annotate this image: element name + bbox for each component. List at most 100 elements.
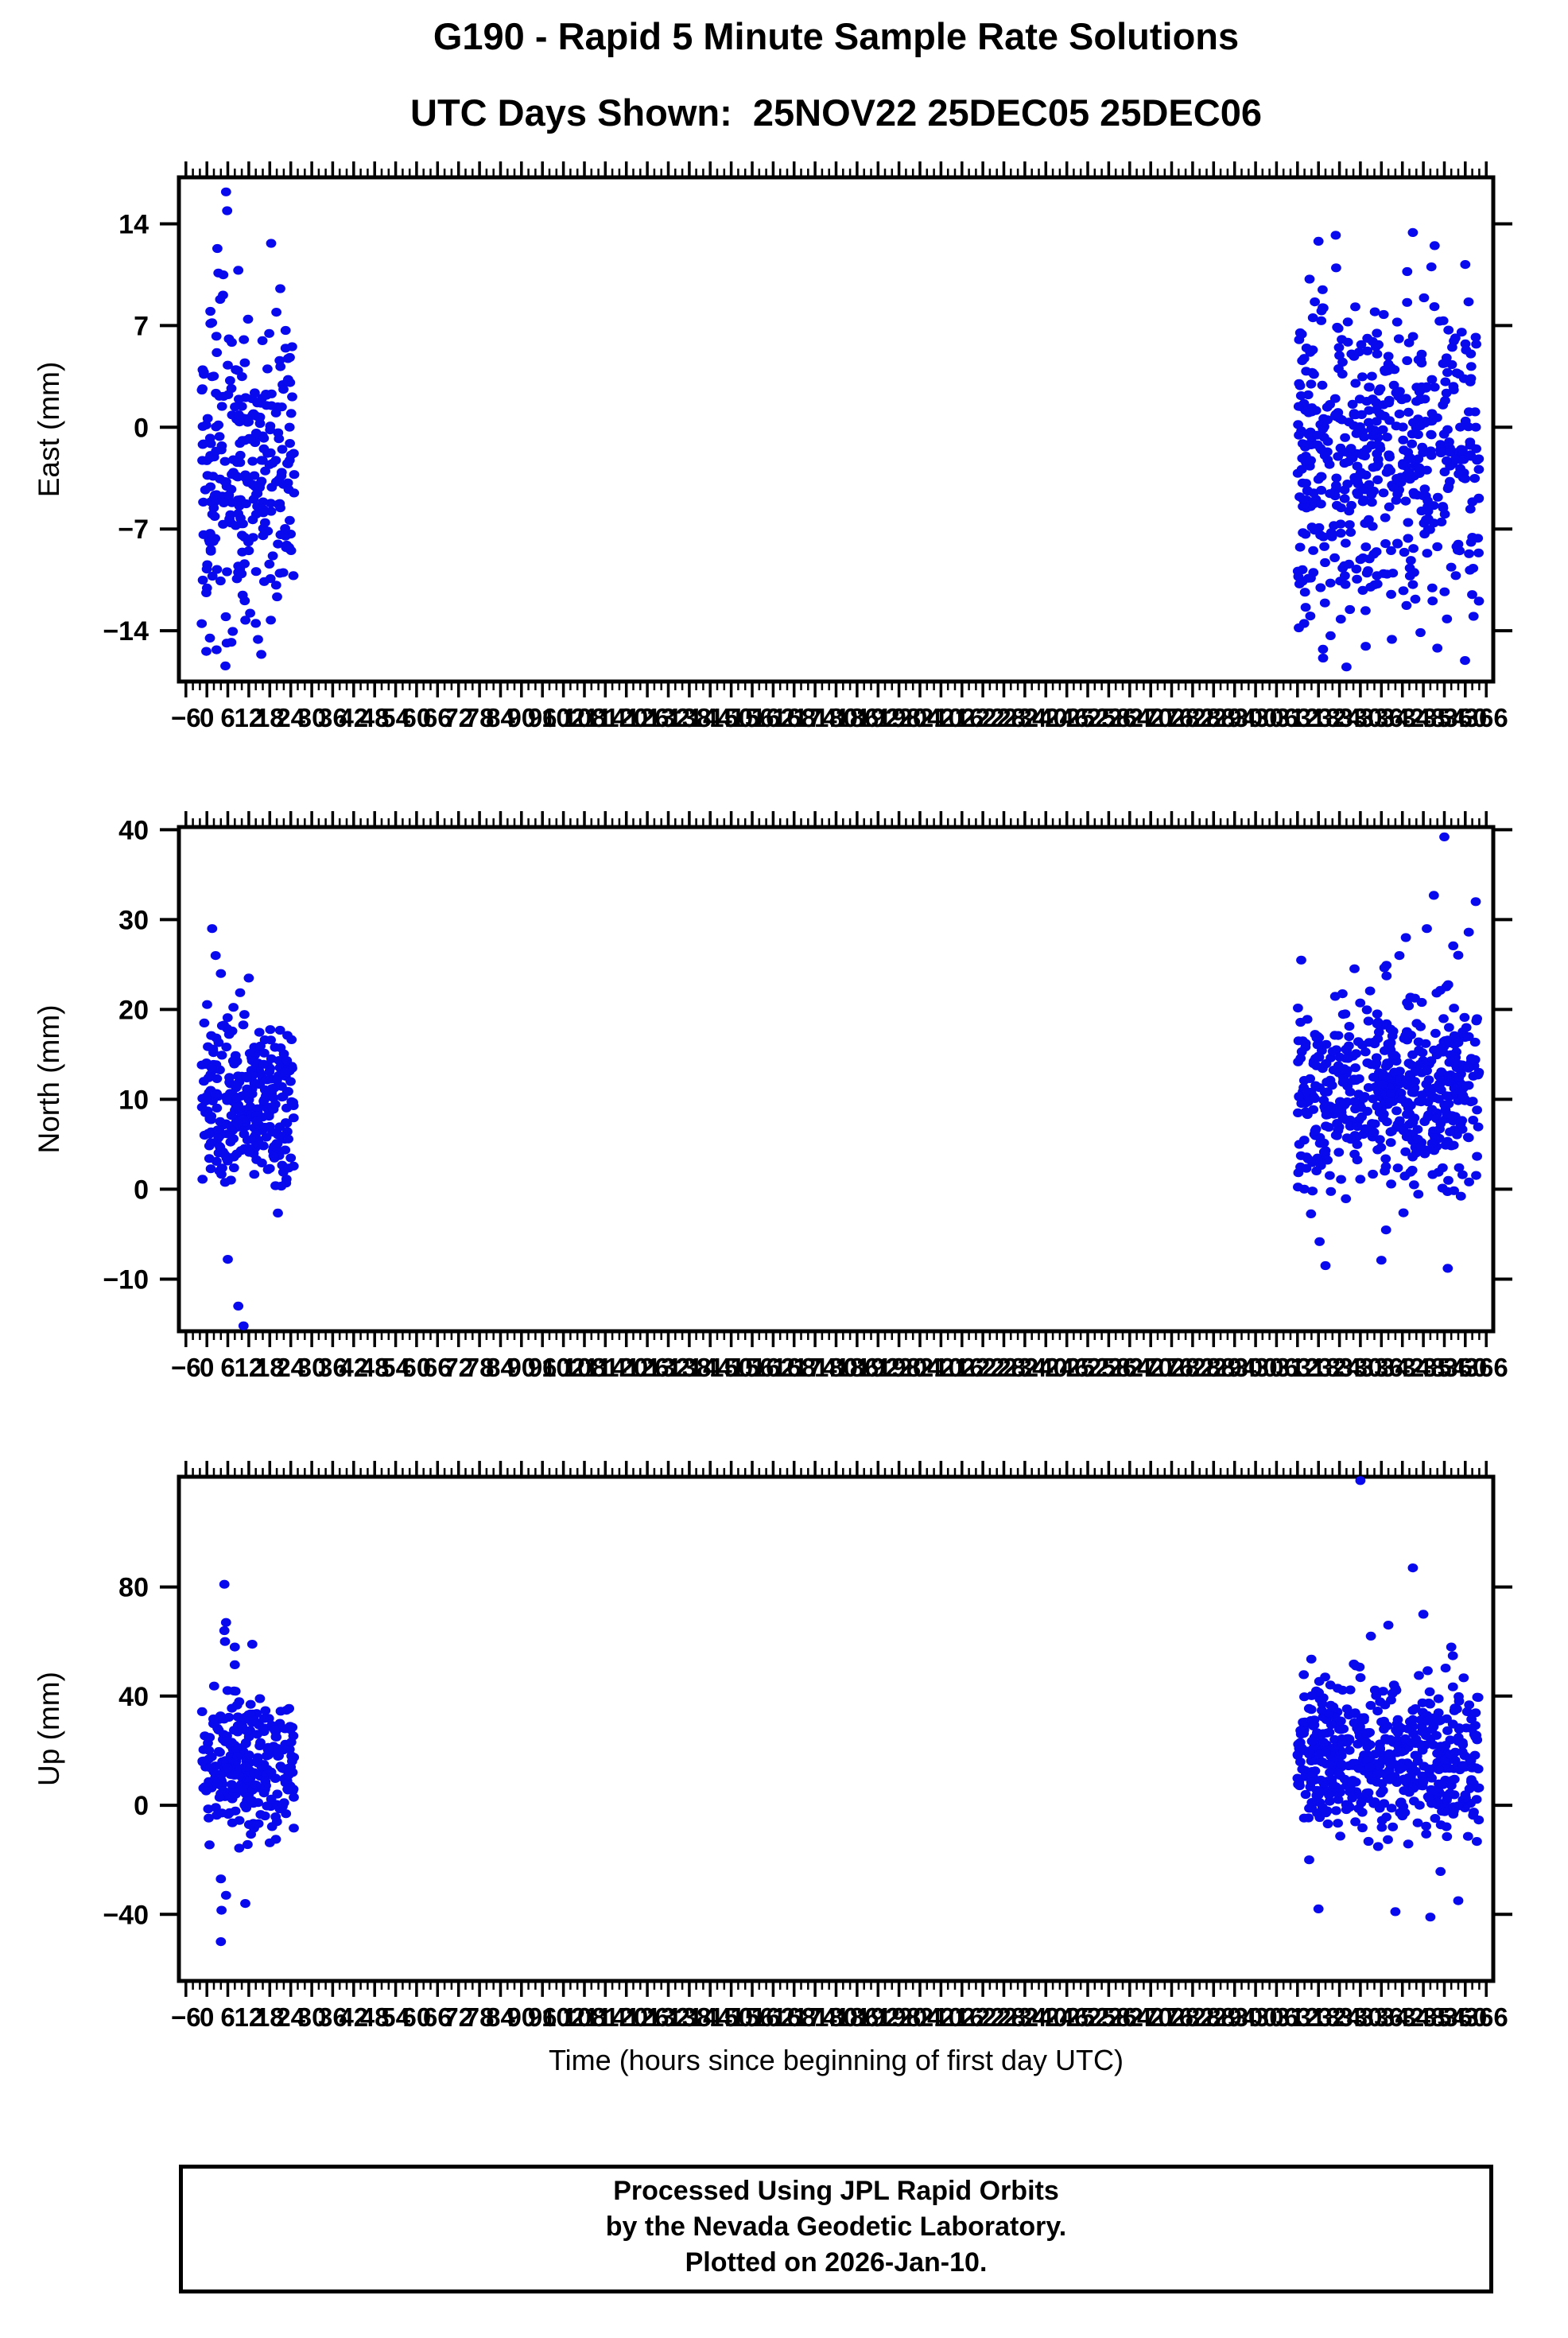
data-point <box>1398 1208 1409 1218</box>
data-point <box>231 521 241 530</box>
y-tick-label: 40 <box>118 1682 149 1712</box>
data-point <box>1362 1742 1373 1752</box>
x-tick-label: 288 <box>1192 1353 1236 1382</box>
data-point <box>1372 571 1383 581</box>
data-point <box>252 1756 263 1765</box>
data-point <box>1457 1090 1469 1101</box>
data-point <box>259 1035 270 1045</box>
data-point <box>289 449 299 458</box>
x-tick-label: 84 <box>486 2002 515 2032</box>
x-tick-label: 198 <box>877 2002 921 2032</box>
x-tick-label: 90 <box>506 1353 536 1382</box>
data-point <box>1294 542 1306 552</box>
x-tick-label: 120 <box>604 703 648 732</box>
x-tick-label: 144 <box>689 703 733 732</box>
x-tick-label: 282 <box>1170 2002 1214 2032</box>
data-point <box>250 411 262 421</box>
data-point <box>1382 433 1392 442</box>
x-tick-label: 354 <box>1422 2002 1467 2032</box>
data-point <box>207 571 218 581</box>
data-point <box>288 571 299 581</box>
data-point <box>198 530 209 539</box>
data-point <box>204 1813 214 1823</box>
x-tick-label: 354 <box>1422 1353 1467 1382</box>
data-point <box>230 402 240 412</box>
data-point <box>248 495 259 504</box>
data-point <box>1350 1661 1361 1671</box>
data-point <box>1403 1103 1414 1113</box>
data-point <box>1470 332 1481 342</box>
data-point <box>289 1792 299 1802</box>
x-tick-label: 114 <box>584 703 627 732</box>
data-point <box>285 1738 297 1747</box>
x-tick-label: 258 <box>1087 2002 1131 2032</box>
data-point <box>1376 1823 1388 1832</box>
data-point <box>1350 379 1361 388</box>
data-point <box>1318 532 1329 542</box>
data-point <box>1372 1101 1383 1111</box>
data-point <box>1325 1186 1337 1196</box>
x-tick-label: 342 <box>1380 1353 1424 1382</box>
data-point <box>254 1694 266 1703</box>
data-point <box>281 1087 293 1097</box>
data-point <box>1313 236 1324 246</box>
data-point <box>235 514 246 523</box>
x-axis-ticks <box>184 1461 1488 1997</box>
data-point <box>1385 1024 1396 1034</box>
data-point <box>1337 357 1348 367</box>
data-point <box>245 608 255 618</box>
x-tick-label: 132 <box>646 1353 690 1382</box>
x-tick-label: 192 <box>856 2002 900 2032</box>
data-point <box>1314 1788 1325 1797</box>
data-point <box>1385 1038 1396 1047</box>
data-point <box>1329 553 1340 563</box>
data-point <box>282 1031 293 1040</box>
data-point <box>253 1819 264 1828</box>
data-point <box>211 1803 221 1812</box>
data-point <box>1391 1106 1402 1116</box>
footer-box: Processed Using JPL Rapid Orbits by the … <box>179 2165 1493 2293</box>
x-tick-labels: −60 6121824303642485460667278849096102108… <box>171 1353 1508 1382</box>
data-point <box>1320 1059 1331 1069</box>
data-point <box>232 1118 243 1128</box>
data-point <box>234 1816 245 1825</box>
data-point <box>1377 1080 1388 1089</box>
x-tick-label: 114 <box>584 2002 627 2032</box>
data-point <box>1352 461 1363 471</box>
data-point <box>1459 1012 1470 1022</box>
x-tick-label: 18 <box>255 703 285 732</box>
data-point <box>1380 513 1391 522</box>
data-point <box>286 1751 297 1761</box>
x-tick-label: 0 <box>200 703 214 732</box>
data-point <box>1361 1005 1372 1015</box>
data-point <box>1417 1698 1428 1707</box>
data-point <box>218 519 228 529</box>
data-point <box>1401 1030 1412 1039</box>
data-point <box>1472 1837 1482 1847</box>
x-tick-label: 6 <box>220 2002 235 2032</box>
x-tick-label: 126 <box>626 703 670 732</box>
data-point <box>252 398 263 408</box>
data-point <box>1389 365 1400 375</box>
data-point <box>197 384 208 394</box>
data-point <box>203 1804 214 1814</box>
data-point <box>1466 1724 1477 1734</box>
x-tick-label: 330 <box>1338 2002 1382 2032</box>
data-point <box>243 537 254 547</box>
data-point <box>1439 1807 1450 1816</box>
data-point <box>1435 448 1446 458</box>
data-point <box>212 645 222 654</box>
x-tick-label: 186 <box>835 1353 879 1382</box>
data-point <box>243 546 254 556</box>
data-point <box>1460 260 1471 270</box>
data-point <box>229 1642 240 1652</box>
data-point <box>1471 1171 1481 1180</box>
data-point <box>1347 399 1358 409</box>
data-point <box>1449 1806 1459 1816</box>
data-point <box>1321 1110 1332 1120</box>
data-point <box>1436 517 1447 526</box>
x-tick-label: 12 <box>235 2002 264 2032</box>
data-point <box>219 1579 230 1589</box>
